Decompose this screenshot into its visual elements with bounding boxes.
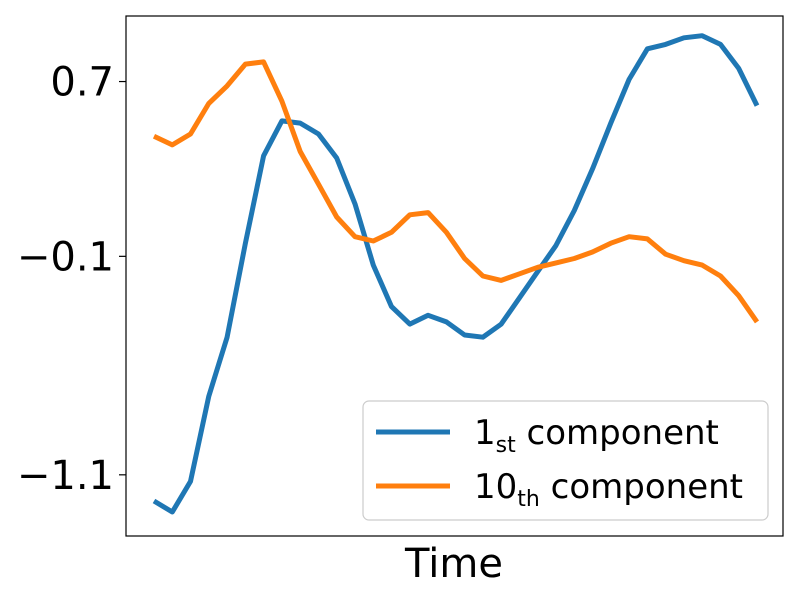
legend-box — [362, 400, 769, 521]
y-axis-ticks: 0.7 −0.1 −1.1 — [17, 60, 126, 499]
series-line-1 — [152, 33, 760, 515]
legend-label-2: 10th component — [474, 467, 743, 512]
legend-label-1: 1st component — [474, 413, 719, 458]
y-tick-label: 0.7 — [50, 60, 114, 106]
series-line-2 — [152, 59, 760, 324]
y-tick-label: −0.1 — [17, 234, 114, 280]
legend: 1st component 10th component — [362, 400, 769, 521]
series-lines — [152, 33, 760, 515]
y-tick-label: −1.1 — [17, 453, 114, 499]
x-axis-label: Time — [404, 541, 503, 587]
